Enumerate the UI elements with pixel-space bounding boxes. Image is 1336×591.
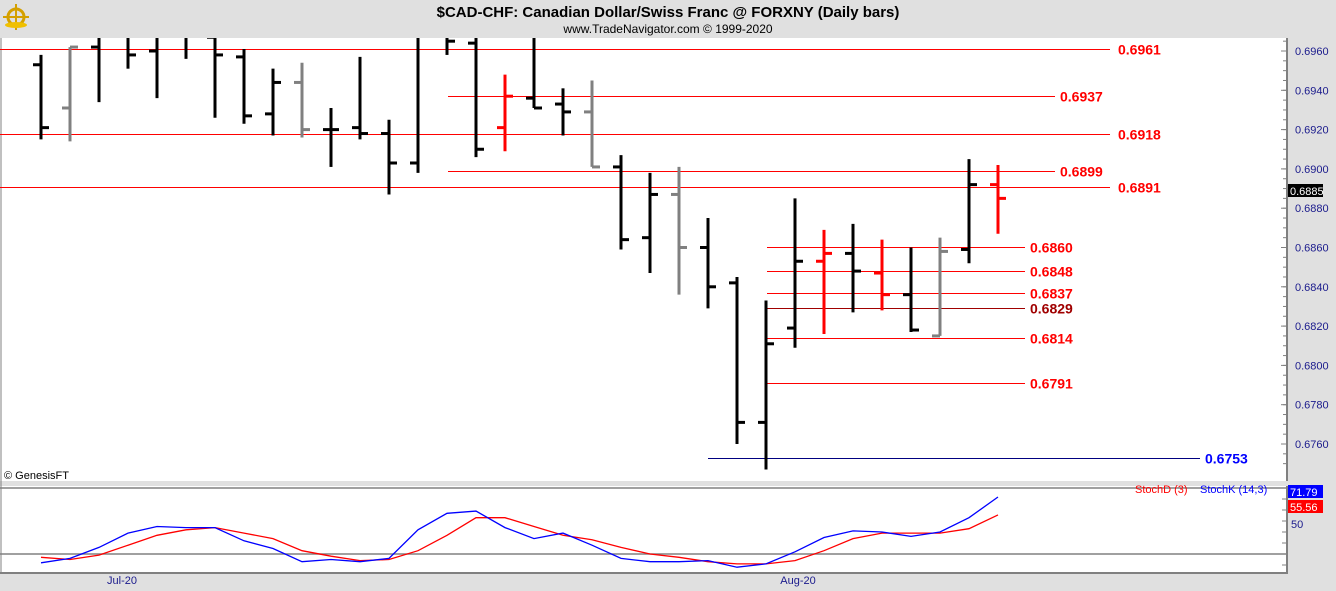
chart-title: $CAD-CHF: Canadian Dollar/Swiss Franc @ … (437, 4, 900, 21)
ohlc-bar (62, 45, 78, 142)
level-label: 0.6848 (1030, 264, 1073, 280)
y-tick-label: 0.6860 (1295, 243, 1329, 255)
y-tick-label: 0.6880 (1295, 203, 1329, 215)
ohlc-bar (294, 62, 310, 138)
date-label-aug: Aug-20 (780, 575, 815, 587)
ohlc-bar (990, 164, 1006, 234)
ohlc-bar (410, 38, 420, 173)
ship-wheel-logo-icon (3, 4, 29, 30)
ohlc-bar (961, 159, 977, 264)
stochk-value: 71.79 (1290, 487, 1318, 499)
ohlc-bar (874, 239, 890, 311)
ohlc-bar (816, 229, 832, 334)
last-price-value: 0.6885 (1290, 186, 1324, 198)
chart-subtitle: www.TradeNavigator.com © 1999-2020 (562, 22, 772, 36)
stochk-line (40, 496, 999, 568)
y-tick-label: 0.6780 (1295, 400, 1329, 412)
legend-stochk: StochK (14,3) (1200, 484, 1267, 496)
level-lines (0, 49, 1200, 459)
ohlc-bar (126, 38, 136, 69)
y-tick-label: 0.6800 (1295, 360, 1329, 372)
ohlc-bars (33, 38, 1006, 470)
level-label: 0.6961 (1118, 42, 1161, 58)
ohlc-bar (207, 38, 223, 118)
stochd-value-badge: 55.56 (1288, 500, 1323, 514)
level-label: 0.6814 (1030, 331, 1073, 347)
stochastic-lines (0, 487, 1287, 568)
date-label-jul: Jul-20 (107, 575, 137, 587)
stochd-line (40, 514, 999, 565)
level-label: 0.6860 (1030, 240, 1073, 256)
level-labels: 0.6961 0.6937 0.6918 0.6899 0.6891 0.6860 0.68… (1030, 42, 1248, 467)
ohlc-bar (758, 300, 774, 470)
ohlc-bar (265, 68, 281, 136)
y-tick-label: 0.6960 (1295, 46, 1329, 58)
level-label: 0.6891 (1118, 180, 1161, 196)
level-label: 0.6829 (1030, 301, 1073, 317)
stochastic-panel (0, 486, 1287, 572)
ohlc-bar (584, 80, 600, 169)
y-tick-label: 0.6760 (1295, 439, 1329, 451)
stoch-axis (1282, 487, 1287, 566)
ohlc-bar (323, 107, 339, 167)
ohlc-bar (845, 223, 861, 313)
level-label: 0.6918 (1118, 127, 1161, 143)
y-tick-label: 0.6940 (1295, 85, 1329, 97)
price-axis: 0.6960 0.6940 0.6920 0.6900 0.6880 0.6860 0.68… (1281, 40, 1329, 465)
ohlc-bar (642, 172, 658, 274)
ohlc-bar (91, 38, 101, 103)
level-label: 0.6899 (1060, 164, 1103, 180)
ohlc-bar (787, 198, 803, 348)
y-tick-label: 0.6820 (1295, 321, 1329, 333)
ohlc-bar (700, 218, 716, 309)
y-tick-label: 0.6920 (1295, 125, 1329, 137)
stochk-value-badge: 71.79 (1288, 485, 1323, 499)
ohlc-bar (497, 74, 513, 152)
level-label: 0.6753 (1205, 451, 1248, 467)
ohlc-bar (352, 56, 368, 140)
ohlc-bar (381, 119, 397, 195)
ohlc-bar (184, 38, 188, 59)
ohlc-bar (526, 38, 542, 110)
stochd-value: 55.56 (1290, 502, 1318, 514)
ohlc-bar (555, 88, 571, 136)
ohlc-bar (468, 38, 484, 158)
ohlc-bar (149, 38, 159, 99)
level-label: 0.6791 (1030, 376, 1073, 392)
logo (3, 4, 29, 30)
ohlc-bar (903, 247, 919, 332)
ohlc-bar (613, 155, 629, 250)
level-label: 0.6937 (1060, 89, 1103, 105)
last-price-badge: 0.6885 (1288, 184, 1324, 198)
ohlc-bar (33, 54, 49, 140)
ohlc-bar (671, 166, 687, 295)
ohlc-bar (932, 237, 948, 338)
copyright-label: © GenesisFT (4, 470, 69, 482)
y-tick-label: 0.6900 (1295, 164, 1329, 176)
y-tick-label: 0.6840 (1295, 282, 1329, 294)
ohlc-bar (445, 38, 455, 55)
ohlc-bar (236, 49, 252, 124)
legend-stochd: StochD (3) (1135, 484, 1188, 496)
stoch-tick-50: 50 (1291, 519, 1303, 531)
ohlc-bar (729, 276, 745, 444)
level-label: 0.6837 (1030, 286, 1073, 302)
